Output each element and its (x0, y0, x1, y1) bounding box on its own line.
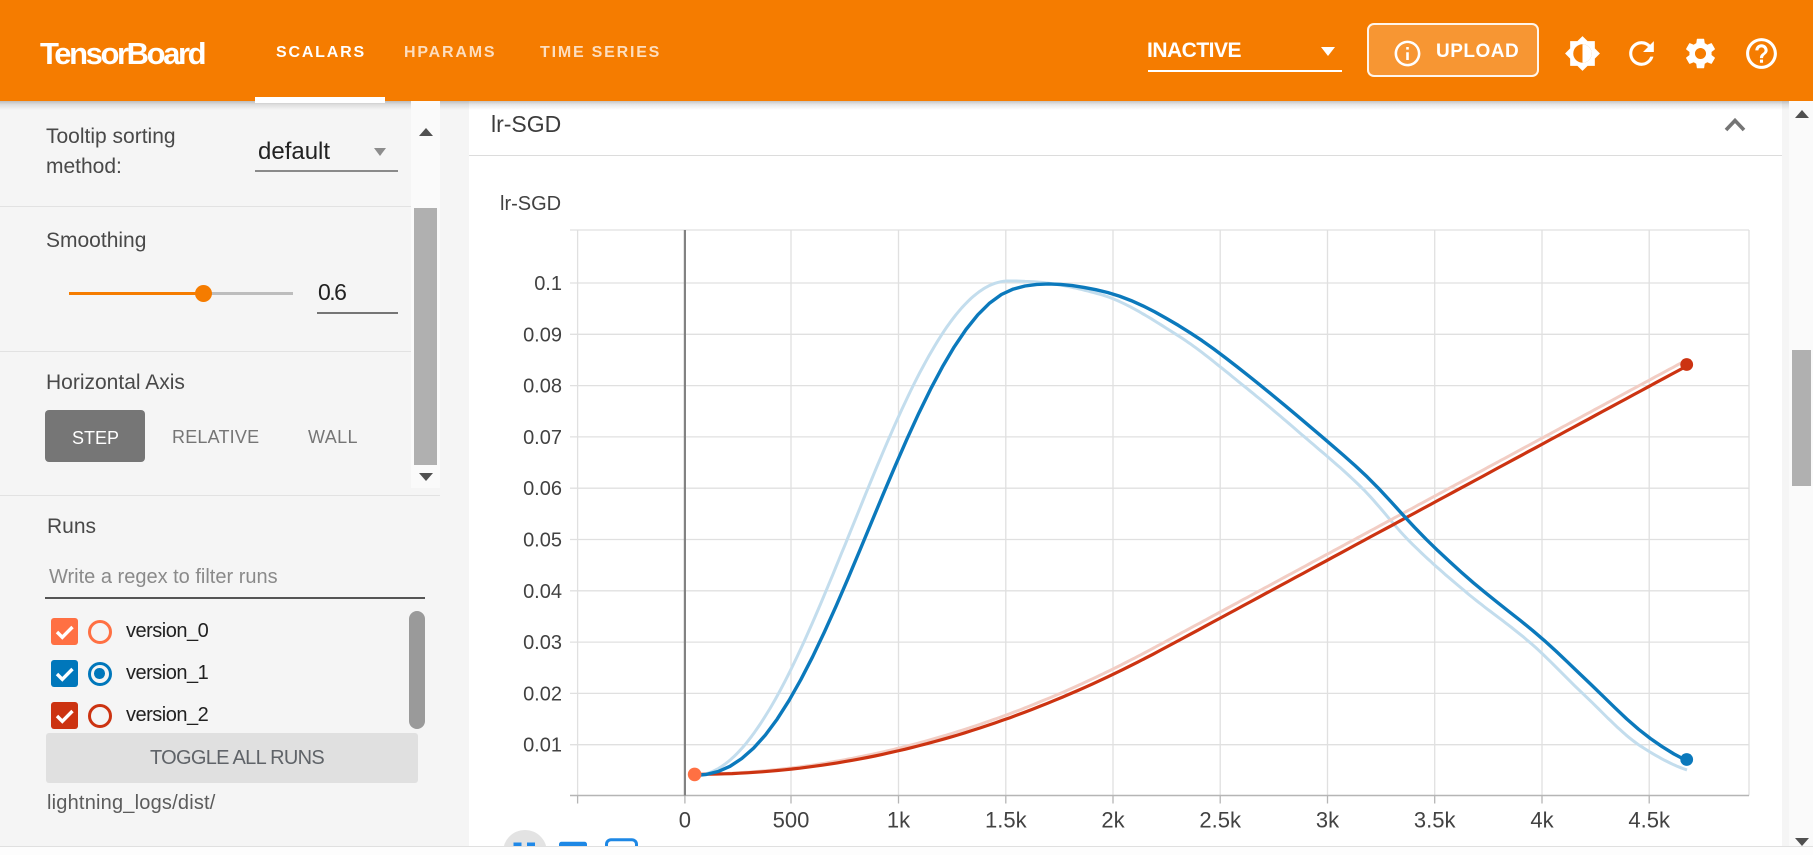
svg-text:2k: 2k (1101, 808, 1125, 833)
svg-text:4.5k: 4.5k (1628, 808, 1671, 833)
svg-text:0.09: 0.09 (523, 324, 562, 346)
svg-text:0.08: 0.08 (523, 376, 562, 398)
svg-text:0.02: 0.02 (523, 683, 562, 705)
svg-text:0.03: 0.03 (523, 632, 562, 654)
svg-text:4k: 4k (1530, 808, 1554, 833)
svg-text:0.01: 0.01 (523, 735, 562, 757)
svg-text:2.5k: 2.5k (1199, 808, 1242, 833)
svg-text:1.5k: 1.5k (985, 808, 1028, 833)
svg-text:0.1: 0.1 (534, 273, 562, 295)
svg-text:0.05: 0.05 (523, 530, 562, 552)
svg-text:0.07: 0.07 (523, 427, 562, 449)
svg-text:3k: 3k (1316, 808, 1340, 833)
svg-text:0.04: 0.04 (523, 581, 562, 603)
svg-text:3.5k: 3.5k (1414, 808, 1457, 833)
svg-text:0.06: 0.06 (523, 478, 562, 500)
svg-text:0: 0 (679, 808, 691, 833)
svg-text:1k: 1k (887, 808, 911, 833)
svg-text:500: 500 (773, 808, 810, 833)
